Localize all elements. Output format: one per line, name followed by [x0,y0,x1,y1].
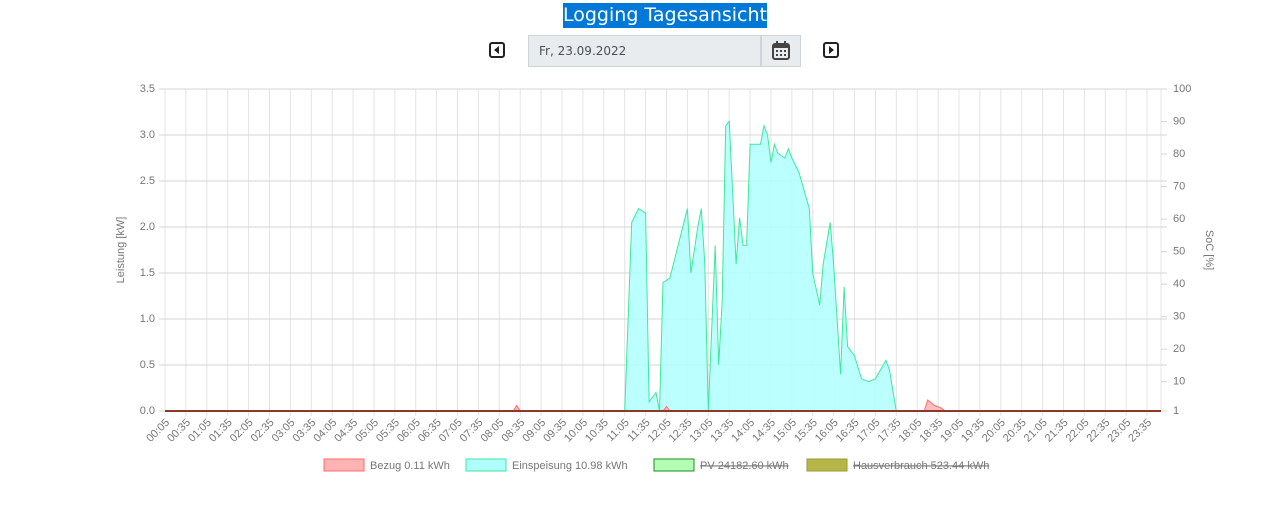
legend-label: PV 24182.60 kWh [700,460,789,472]
prev-day-button[interactable] [489,42,505,58]
y2-tick-label: 10 [1173,376,1185,388]
x-tick-label: 20:35 [1001,417,1029,445]
x-tick-label: 21:05 [1022,417,1050,445]
series-line [165,399,1161,412]
y-tick-label: 1.0 [140,313,155,325]
y2-axis-label: SoC [%] [1203,230,1215,270]
legend-swatch [465,458,507,472]
x-tick-label: 06:35 [416,417,444,445]
x-tick-label: 00:05 [144,417,172,445]
y-tick-label: 3.5 [140,83,155,95]
x-tick-label: 20:05 [980,417,1008,445]
y2-tick-label: 70 [1173,180,1185,192]
x-tick-label: 01:05 [186,417,214,445]
x-tick-label: 06:05 [395,417,423,445]
x-tick-label: 12:05 [646,417,674,445]
y2-tick-label: 100 [1173,83,1191,95]
x-tick-label: 16:05 [813,417,841,445]
y-tick-label: 2.0 [140,221,155,233]
y2-tick-label: 1 [1173,405,1179,417]
page-title: Logging Tagesansicht [563,3,767,28]
x-tick-label: 07:35 [458,417,486,445]
x-tick-label: 19:05 [938,417,966,445]
x-tick-label: 23:35 [1126,417,1154,445]
x-tick-label: 02:35 [249,417,277,445]
x-tick-label: 01:35 [207,417,235,445]
calendar-icon [772,41,790,60]
y-tick-label: 0.5 [140,359,155,371]
series-line [165,119,1161,412]
x-tick-label: 05:35 [374,417,402,445]
x-tick-label: 08:05 [479,417,507,445]
legend-label: Einspeisung 10.98 kWh [512,460,628,472]
area-fill [165,400,1161,411]
x-tick-label: 23:05 [1105,417,1133,445]
x-tick-label: 00:35 [165,417,193,445]
legend-label: Hausverbrauch 523.44 kWh [853,460,989,472]
x-tick-label: 15:35 [792,417,820,445]
x-tick-label: 05:05 [353,417,381,445]
y-tick-label: 1.5 [140,267,155,279]
legend-item[interactable]: Einspeisung 10.98 kWh [465,458,628,472]
x-tick-label: 18:05 [896,417,924,445]
y-tick-label: 0.0 [140,405,155,417]
x-tick-label: 10:35 [583,417,611,445]
x-tick-label: 16:35 [834,417,862,445]
legend-swatch [806,458,848,472]
x-tick-label: 07:05 [437,417,465,445]
x-tick-label: 14:05 [729,417,757,445]
x-tick-label: 11:35 [625,417,652,444]
x-tick-label: 17:05 [855,417,883,445]
y2-tick-label: 40 [1173,278,1185,290]
x-tick-label: 03:35 [290,417,318,445]
x-tick-label: 13:05 [687,417,715,445]
x-tick-label: 21:35 [1043,417,1071,445]
x-tick-label: 10:05 [562,417,590,445]
legend-item[interactable]: Bezug 0.11 kWh [323,458,450,472]
x-tick-label: 18:35 [917,417,945,445]
y-tick-label: 2.5 [140,175,155,187]
x-tick-label: 03:05 [270,417,298,445]
area-fill [165,121,1161,411]
y-tick-label: 3.0 [140,129,155,141]
y2-tick-label: 20 [1173,343,1185,355]
y-axis-label: Leistung [kW] [115,217,127,284]
legend-swatch [323,458,365,472]
calendar-button[interactable] [761,35,801,67]
legend-item[interactable]: Hausverbrauch 523.44 kWh [806,458,989,472]
x-tick-label: 13:35 [708,417,736,445]
x-tick-label: 09:05 [520,417,548,445]
x-tick-label: 04:35 [332,417,360,445]
x-tick-label: 22:05 [1064,417,1092,445]
y2-tick-label: 30 [1173,311,1185,323]
date-input[interactable]: Fr, 23.09.2022 [528,35,761,67]
legend-swatch [653,458,695,472]
y2-tick-label: 60 [1173,213,1185,225]
x-tick-label: 04:05 [311,417,339,445]
next-day-button[interactable] [823,42,839,58]
x-tick-label: 15:05 [771,417,799,445]
x-tick-label: 02:05 [228,417,256,445]
y2-tick-label: 50 [1173,246,1185,258]
legend-label: Bezug 0.11 kWh [370,460,450,472]
x-tick-label: 19:35 [959,417,987,445]
x-tick-label: 14:35 [750,417,778,445]
y2-tick-label: 80 [1173,148,1185,160]
y2-tick-label: 90 [1173,115,1185,127]
x-tick-label: 08:35 [499,417,527,445]
x-tick-label: 17:35 [876,417,904,445]
x-tick-label: 11:05 [604,417,631,444]
x-tick-label: 09:35 [541,417,569,445]
legend-item[interactable]: PV 24182.60 kWh [653,458,789,472]
x-tick-label: 12:35 [667,417,695,445]
x-tick-label: 22:35 [1085,417,1113,445]
